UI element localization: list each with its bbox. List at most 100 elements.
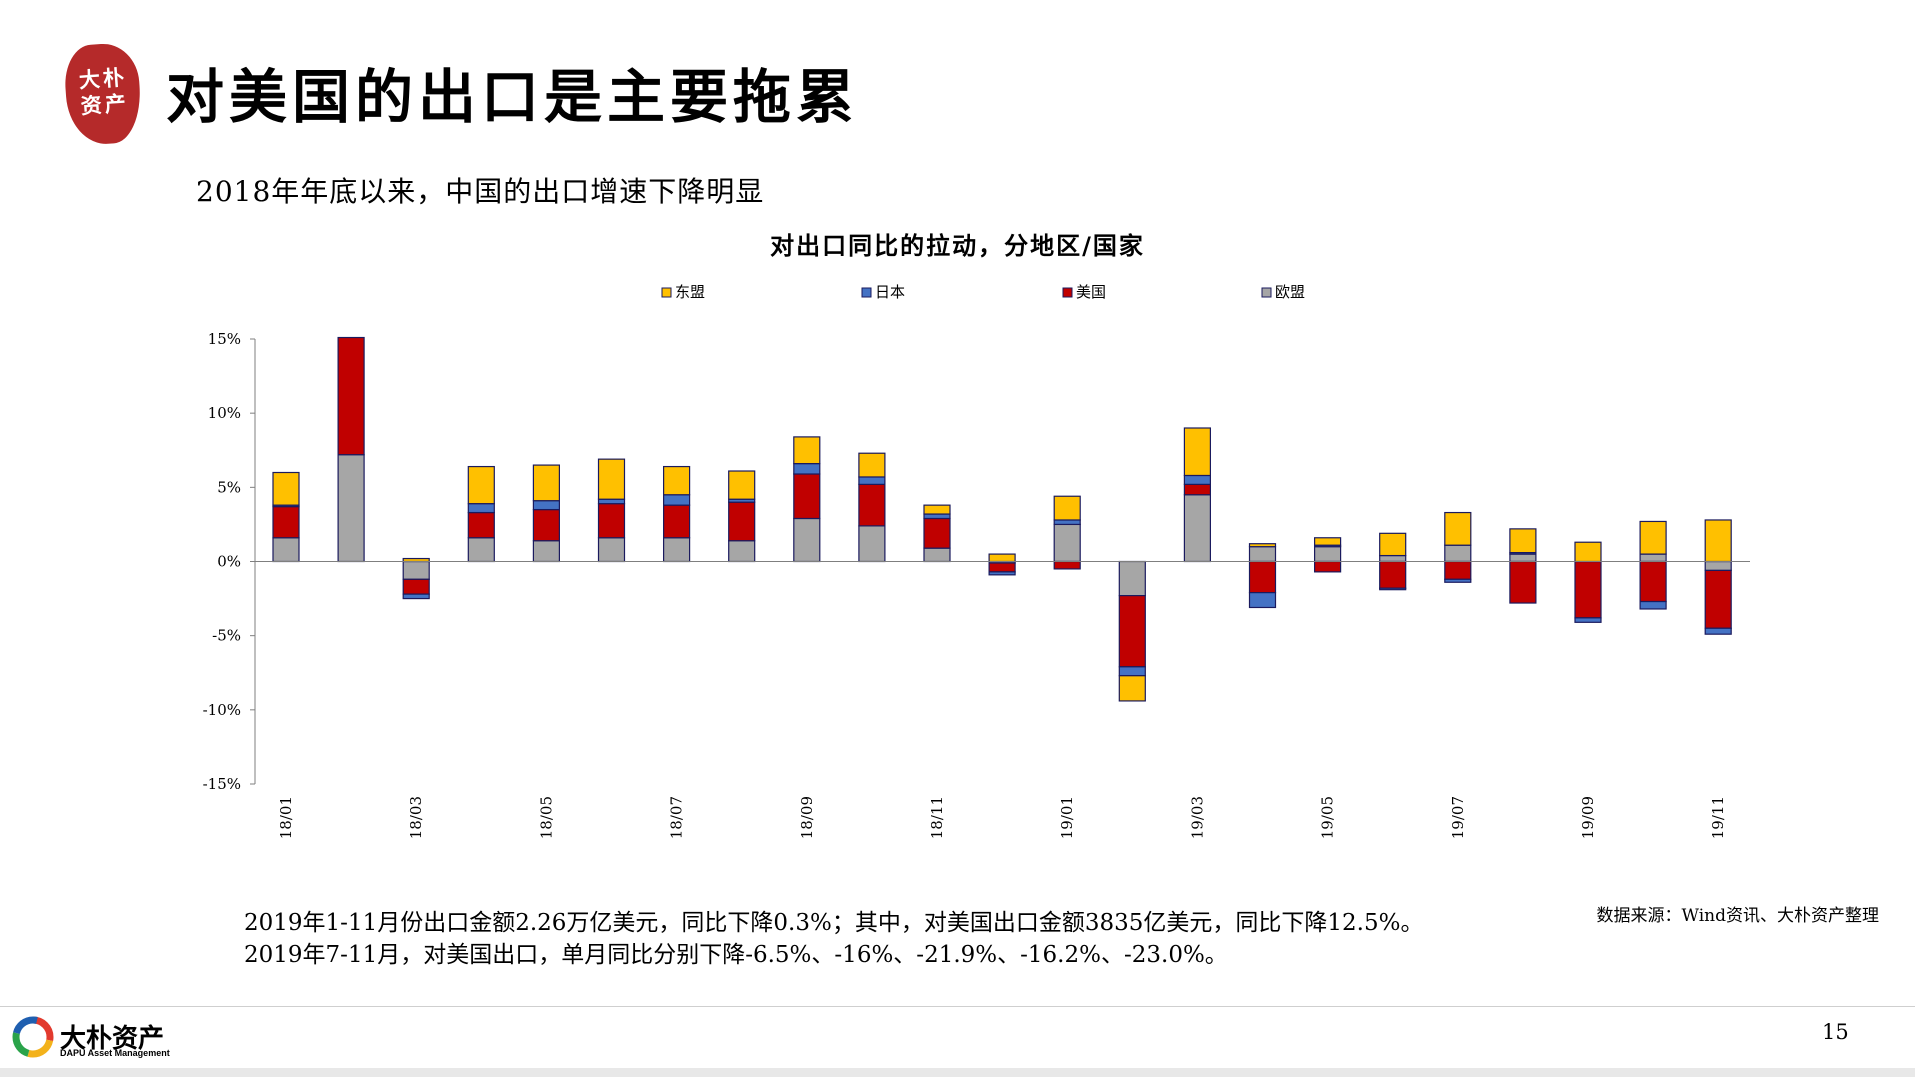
footer-logo-text: 大朴资产 xyxy=(60,1024,165,1054)
bar-segment xyxy=(923,547,951,563)
bar-segment xyxy=(1704,560,1732,571)
bar-segment xyxy=(532,508,561,542)
bar-segment xyxy=(1509,528,1537,554)
bar-segment xyxy=(1704,519,1732,563)
x-tick-label: 18/07 xyxy=(668,796,686,839)
bar-segment xyxy=(1444,560,1472,580)
bar-segment xyxy=(1704,627,1732,635)
bar-segment xyxy=(532,540,561,563)
bar-segment xyxy=(793,473,821,520)
bar-segment xyxy=(923,513,951,520)
chart-title: 对出口同比的拉动，分地区/国家 xyxy=(770,232,1145,260)
x-tick-label: 19/01 xyxy=(1058,796,1076,839)
bar-segment xyxy=(793,517,821,563)
data-source: 数据来源：Wind资讯、大朴资产整理 xyxy=(1596,906,1879,926)
x-tick-label: 18/05 xyxy=(537,796,555,839)
bar-segment xyxy=(793,463,821,475)
footer-band xyxy=(0,1068,1915,1077)
y-tick-label: 5% xyxy=(217,478,241,496)
bar-segment xyxy=(988,571,1016,576)
bar-segment xyxy=(858,476,886,485)
stacked-bar-chart: -15% -10% -5% 0% 5% 10% 15% 18/01 18/03 18/05 18/0… xyxy=(203,283,1750,839)
bar-segment xyxy=(1639,600,1667,610)
bar-segment xyxy=(858,525,886,563)
x-tick-label: 18/09 xyxy=(798,796,816,839)
bar-segment xyxy=(1118,595,1146,668)
x-tick-label: 18/11 xyxy=(928,796,946,839)
bar-segment xyxy=(1053,560,1081,570)
bar-segment xyxy=(1248,546,1277,563)
bar-segment xyxy=(1379,587,1407,591)
bar-segment xyxy=(402,593,430,600)
legend-label: 欧盟 xyxy=(1275,283,1305,301)
legend-label: 美国 xyxy=(1076,283,1106,301)
bar-segment xyxy=(1053,523,1081,563)
y-tick-label: -15% xyxy=(203,775,241,793)
bar-segment xyxy=(1183,483,1212,496)
bar-segment xyxy=(988,562,1016,573)
y-tick-label: 15% xyxy=(208,330,241,348)
legend-label: 东盟 xyxy=(675,283,705,301)
bar-segment xyxy=(662,537,691,563)
bar-segment xyxy=(1444,544,1472,563)
bar-segment xyxy=(1639,553,1667,563)
bar-segment xyxy=(1118,560,1146,597)
legend-swatch xyxy=(661,287,672,298)
bar-segment xyxy=(1444,578,1472,583)
bar-segment xyxy=(1444,511,1472,546)
bar-segment xyxy=(1118,675,1146,702)
bar-segment xyxy=(337,336,365,456)
dapu-logo-icon xyxy=(12,1016,54,1058)
bar-segment xyxy=(728,501,756,542)
y-tick-label: 10% xyxy=(208,404,241,422)
bar-segment xyxy=(1313,560,1342,573)
x-tick-label: 19/09 xyxy=(1579,796,1597,839)
y-tick-label: 0% xyxy=(217,553,241,571)
bar-segment xyxy=(1574,541,1602,563)
bar-segment xyxy=(1313,546,1342,563)
bar-segment xyxy=(402,578,430,595)
bar-segment xyxy=(272,506,300,539)
bar-segment xyxy=(467,465,495,505)
page-subtitle: 2018年年底以来，中国的出口增速下降明显 xyxy=(196,175,765,208)
x-tick-label: 19/05 xyxy=(1319,796,1337,839)
bar-segment xyxy=(1053,495,1081,521)
bar-segment xyxy=(1379,532,1407,557)
page-title: 对美国的出口是主要拖累 xyxy=(166,63,860,131)
bar-segment xyxy=(1639,560,1667,603)
bar-segment xyxy=(1248,543,1277,548)
bar-segment xyxy=(1379,560,1407,589)
bar-segment xyxy=(1509,553,1537,563)
bar-segment xyxy=(923,517,951,549)
bar-segment xyxy=(662,465,691,496)
y-tick-label: -5% xyxy=(212,627,241,645)
bar-segment xyxy=(923,504,951,515)
bar-segment xyxy=(597,503,626,539)
bar-segment xyxy=(532,464,561,502)
x-tick-label: 19/03 xyxy=(1188,796,1206,839)
legend-swatch xyxy=(1062,287,1073,298)
bar-segment xyxy=(1183,474,1212,485)
bar-segment xyxy=(793,436,821,465)
bar-segment xyxy=(1248,592,1277,609)
x-tick-label: 18/01 xyxy=(277,796,295,839)
bar-segment xyxy=(467,511,495,539)
x-tick-label: 19/07 xyxy=(1449,796,1467,839)
x-tick-label: 19/11 xyxy=(1709,796,1727,839)
legend-label: 日本 xyxy=(875,283,905,301)
bar-segment xyxy=(1183,427,1212,477)
note-line-1: 2019年1-11月份出口金额2.26万亿美元，同比下降0.3%；其中，对美国出… xyxy=(244,910,1424,936)
bar-segment xyxy=(728,470,756,500)
bar-segment xyxy=(337,454,365,563)
legend-swatch xyxy=(861,287,872,298)
bar-segment xyxy=(858,452,886,478)
bar-segment xyxy=(1313,537,1342,546)
bar-segment xyxy=(1574,617,1602,623)
x-tick-label: 18/03 xyxy=(407,796,425,839)
bar-segment xyxy=(988,553,1016,563)
bar-segment xyxy=(597,537,626,563)
bar-segment xyxy=(1639,520,1667,555)
footer-logo-subtext: DAPU Asset Management xyxy=(60,1048,170,1058)
bar-segment xyxy=(597,498,626,505)
page-number: 15 xyxy=(1822,1020,1849,1044)
